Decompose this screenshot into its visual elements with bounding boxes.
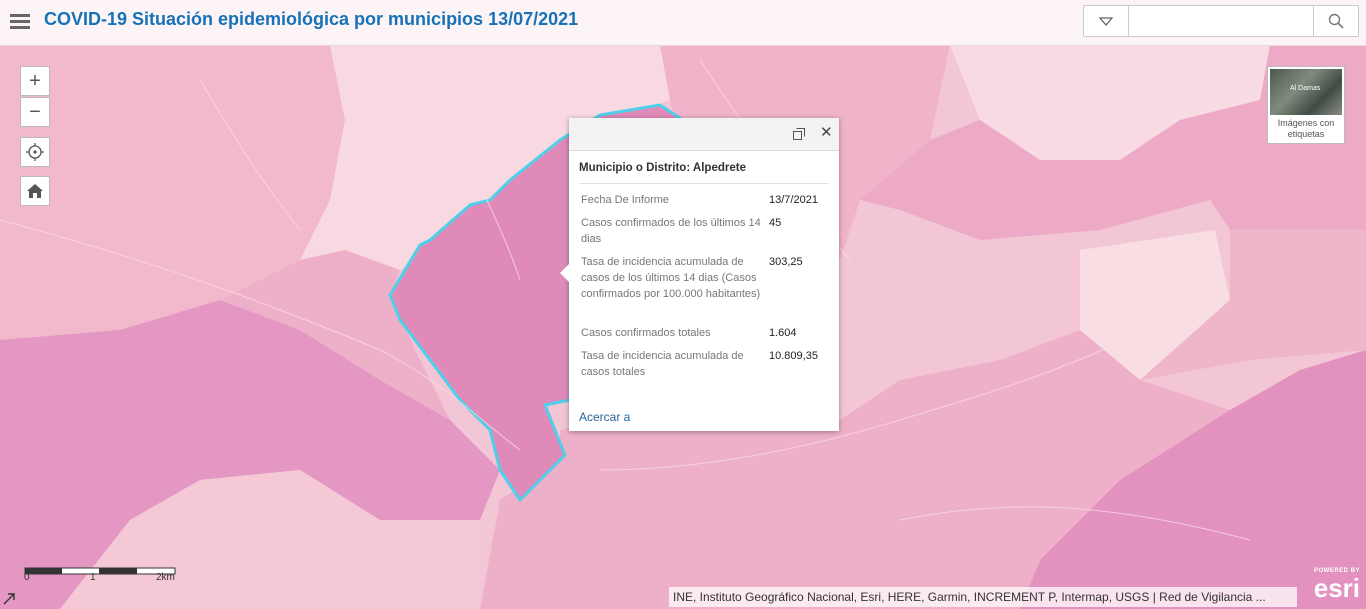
page-title: COVID-19 Situación epidemiológica por mu… [44,9,579,29]
close-icon[interactable]: ✕ [820,124,833,141]
locate-icon [26,143,44,161]
scale-bar-graphic [24,567,176,575]
search-source-dropdown[interactable] [1084,6,1129,36]
field-label: Casos confirmados de los últimos 14 dias [581,217,761,245]
field-label: Casos confirmados totales [581,327,711,339]
esri-powered-by: POWERED BY [1313,568,1360,574]
region-north [300,46,670,270]
region-east [1140,230,1366,380]
field-label: Tasa de incidencia acumulada de casos to… [581,350,744,378]
road [599,299,1201,471]
zoom-to-link[interactable]: Acercar a [579,410,631,424]
scale-label-2: 2km [156,572,175,583]
basemap-toggle[interactable]: Al Damas Imágenes con etiquetas [1267,66,1345,144]
esri-wordmark: esri [1313,573,1360,603]
region-southeast [1020,350,1366,609]
popup-pointer [560,263,570,283]
esri-logo[interactable]: POWERED BY esri [1298,567,1360,603]
road [199,79,301,231]
search-input[interactable] [1130,8,1314,34]
region-southwest-dark [0,300,500,609]
field-label: Tasa de incidencia acumulada de casos de… [581,256,761,300]
map-attribution[interactable]: INE, Instituto Geográfico Nacional, Esri… [669,587,1297,607]
scale-label-0: 0 [24,572,30,583]
field-value: 1.604 [769,327,797,339]
home-button[interactable] [20,176,50,206]
locate-button[interactable] [20,137,50,167]
region-northeast [860,46,1366,240]
home-icon [27,184,43,198]
basemap-thumb-text: Al Damas [1290,85,1321,92]
search-icon [1328,13,1344,29]
zoom-out-button[interactable]: − [20,97,50,127]
region-northeast-pale [950,46,1270,160]
region-nw [0,46,345,340]
basemap-thumbnail: Al Damas [1270,69,1342,115]
popup-header: ✕ [569,118,839,151]
popup-title: Municipio o Distrito: Alpedrete [579,162,746,174]
region-east-pale [1080,230,1230,380]
field-value: 13/7/2021 [769,194,818,206]
triangle-down-icon [1099,17,1113,26]
scale-label-1: 1 [90,572,96,583]
maximize-icon[interactable] [793,128,805,140]
road [899,506,1251,541]
road [449,119,521,281]
region-south-center [480,330,1230,609]
expand-corner-icon[interactable] [2,592,16,606]
zoom-in-button[interactable]: + [20,66,50,96]
search-button[interactable] [1313,6,1358,36]
scale-bar: 0 1 2km [24,563,184,583]
field-value: 45 [769,217,782,229]
region-west-mid [220,250,450,420]
field-label: Fecha De Informe [581,194,670,206]
popup-divider [579,183,829,184]
road [0,219,521,451]
hamburger-icon[interactable] [10,14,30,30]
feature-popup: ✕ Municipio o Distrito: Alpedrete Fecha … [560,118,839,431]
app-header: COVID-19 Situación epidemiológica por mu… [0,0,1366,46]
basemap-label: Imágenes con etiquetas [1277,118,1335,139]
search-widget [1083,5,1359,37]
field-value: 10.809,35 [769,350,818,362]
field-value: 303,25 [769,256,803,268]
